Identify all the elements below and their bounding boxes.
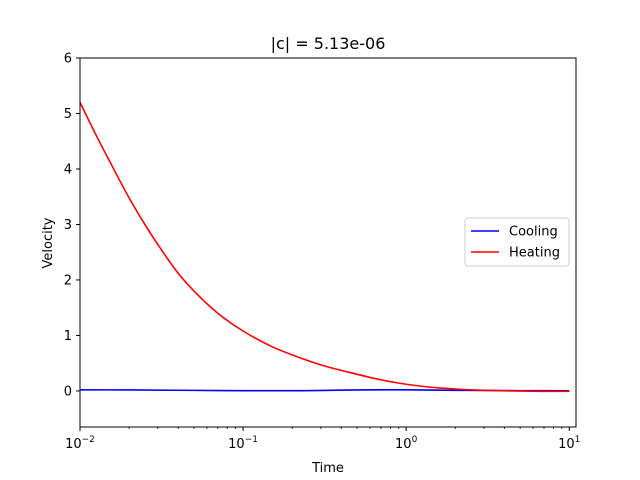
y-tick-label: 2	[64, 273, 72, 288]
chart-title: |c| = 5.13e-06	[271, 34, 386, 53]
legend-box	[464, 217, 570, 267]
y-tick-label: 4	[64, 162, 72, 177]
y-tick-label: 6	[64, 52, 72, 67]
x-tick-label: 10−1	[228, 435, 258, 452]
y-axis: 0 1 2 3 4 5 6	[64, 52, 80, 399]
legend: Cooling Heating	[464, 217, 570, 267]
x-axis: 10−2 10−1 100 101	[65, 427, 580, 452]
x-tick-label: 100	[395, 435, 418, 452]
x-tick-label: 101	[558, 435, 580, 452]
series-line-heating	[79, 102, 570, 393]
x-axis-label: Time	[311, 461, 344, 476]
series-layer	[79, 102, 570, 393]
y-axis-label: Velocity	[41, 217, 56, 268]
plot-frame	[79, 57, 577, 428]
y-tick-label: 3	[64, 218, 72, 233]
y-tick-label: 0	[64, 384, 72, 399]
legend-label-cooling: Cooling	[509, 225, 558, 240]
y-tick-label: 1	[64, 329, 72, 344]
legend-label-heating: Heating	[509, 246, 560, 261]
x-tick-label: 10−2	[65, 435, 95, 452]
y-tick-label: 5	[64, 107, 72, 122]
